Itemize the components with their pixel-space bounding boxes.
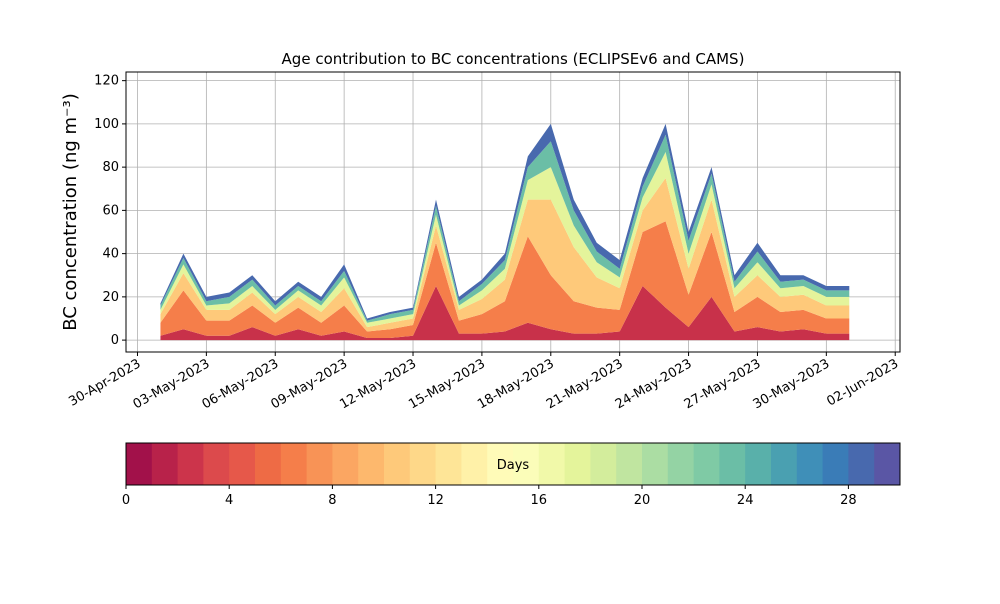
x-tick-label: 18-May-2023 (475, 356, 557, 412)
colorbar-bin (461, 443, 488, 485)
colorbar-bin (306, 443, 333, 485)
y-tick-label: 40 (102, 247, 119, 262)
x-tick-label: 24-May-2023 (613, 356, 695, 412)
y-tick-label: 20 (102, 290, 119, 305)
colorbar-bin (358, 443, 385, 485)
colorbar-bin (796, 443, 824, 485)
colorbar-bin (409, 443, 437, 485)
x-tick-label: 15-May-2023 (406, 356, 488, 412)
colorbar-bin (177, 443, 204, 485)
colorbar-frame (125, 442, 901, 486)
colorbar-bin (874, 443, 901, 485)
colorbar-bin (822, 443, 849, 485)
colorbar-bin (280, 443, 308, 485)
colorbar-tick-label: 24 (737, 493, 754, 508)
colorbar-tick-label: 8 (328, 493, 336, 508)
area-layer (160, 221, 850, 338)
x-tick-label: 27-May-2023 (682, 356, 764, 412)
colorbar-bin (255, 443, 282, 485)
colorbar-tick-label: 20 (634, 493, 651, 508)
colorbar-tick-label: 16 (531, 493, 548, 508)
area-layer (160, 177, 850, 332)
colorbar-bin (126, 443, 153, 485)
colorbar-bin (487, 443, 514, 485)
colorbar-bin (771, 443, 798, 485)
colorbar-bin (745, 443, 772, 485)
x-tick-label: 12-May-2023 (337, 356, 419, 412)
area-layer (160, 152, 850, 328)
colorbar-bin (667, 443, 695, 485)
y-tick-label: 100 (94, 117, 119, 132)
colorbar-bin (229, 443, 256, 485)
colorbar-bin (642, 443, 669, 485)
colorbar-bin (693, 443, 720, 485)
colorbar-bin (203, 443, 230, 485)
y-tick-label: 0 (111, 333, 119, 348)
colorbar-label: Days (497, 458, 530, 473)
y-tick-label: 120 (94, 74, 119, 89)
colorbar-bin (513, 443, 540, 485)
colorbar-tick-label: 28 (840, 493, 857, 508)
colorbar-bin (590, 443, 617, 485)
colorbar-bin (332, 443, 359, 485)
x-tick-label: 21-May-2023 (544, 356, 626, 412)
colorbar-tick-label: 12 (427, 493, 444, 508)
colorbar-bin (435, 443, 462, 485)
colorbar-tick-label: 4 (225, 493, 233, 508)
x-tick-label: 06-May-2023 (200, 356, 282, 412)
y-tick-label: 80 (102, 160, 119, 175)
colorbar-bin (538, 443, 566, 485)
x-tick-label: 30-May-2023 (751, 356, 833, 412)
colorbar-bin (848, 443, 875, 485)
colorbar-bin (564, 443, 591, 485)
colorbar-bin (151, 443, 179, 485)
colorbar-bin (616, 443, 643, 485)
colorbar-bin (719, 443, 746, 485)
x-tick-label: 09-May-2023 (268, 356, 350, 412)
x-tick-label: 03-May-2023 (131, 356, 213, 412)
y-axis-label: BC concentration (ng m⁻³) (60, 93, 81, 331)
y-tick-label: 60 (102, 203, 119, 218)
x-tick-label: 02-Jun-2023 (824, 356, 901, 409)
plot-frame (125, 71, 901, 353)
colorbar-bin (384, 443, 411, 485)
colorbar-tick-label: 0 (122, 493, 130, 508)
area-layer (160, 286, 850, 341)
chart-title: Age contribution to BC concentrations (E… (282, 50, 745, 68)
